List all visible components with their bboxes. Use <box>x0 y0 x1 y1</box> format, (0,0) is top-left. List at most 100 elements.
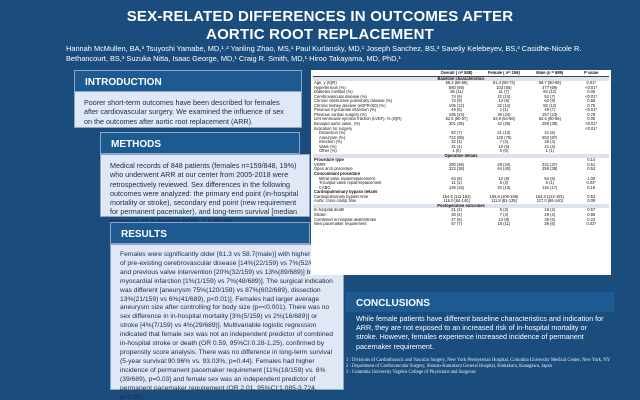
introduction-body: Poorer short-term outcomes have been des… <box>74 92 302 128</box>
table-cell-female: 1 (1) <box>499 108 509 113</box>
table-cell-overall: 11 (1) <box>451 181 462 186</box>
table-cell-female: 11 (7) <box>498 90 510 95</box>
table-cell-female: 20 (13) <box>497 185 511 190</box>
table-section-label: Operative details <box>313 153 609 159</box>
table-row-label: Cardiopulmonary bypass details <box>314 190 378 195</box>
table-cell-male: 21 (3) <box>544 144 556 149</box>
table-row: Cerebrovascular disease (%) 74 (9) 22 (14)… <box>313 95 609 100</box>
table-cell-pvalue: 0.01* <box>586 81 596 86</box>
reference-item: 2 : Department of Cardiovascular Surgery… <box>346 364 552 369</box>
table-row: VSRR 280 (36) 49 (34) 231 (37) 0.51 <box>313 163 609 168</box>
table-cell-overall: 47 (6) <box>451 217 462 222</box>
table-header-row: Overall ( n= 848) Female ( n= 159) Male … <box>313 71 609 77</box>
table-row: Cardiopulmonary bypass time 154.5 [111-18… <box>313 195 609 200</box>
table-cell-male: 41 (6) <box>544 131 556 136</box>
table-cell-female: 61.3 [50-73] <box>492 81 515 86</box>
table-section-label: Postoperative outcomes <box>313 203 609 209</box>
table-cell-male: 83 (12) <box>543 103 557 108</box>
title-line-2: AORTIC ROOT REPLACEMENT <box>206 26 434 43</box>
table-cell-male: 116 (17) <box>542 185 558 190</box>
table-row: Chronic kidney disease (eGFR<60) (%) 105 … <box>313 104 609 109</box>
table-cell-pvalue: <0.01* <box>585 122 598 127</box>
table-cell-overall: 74 (9) <box>451 99 462 104</box>
table-cell-male: 259 (38) <box>542 167 558 172</box>
table-section-label: Baseline characteristics <box>313 76 609 82</box>
table-cell-overall: 64 (8) <box>451 176 462 181</box>
table-row-label: Concomitant procedure <box>314 172 361 177</box>
table-row-label: Open arch procedure <box>314 167 353 172</box>
table-body: Baseline characteristics Age, y (IQR) 59.2… <box>313 76 609 227</box>
table-cell-male: 477 (69) <box>542 85 558 90</box>
table-row-label: In-hospital death <box>314 208 345 213</box>
table-cell-male: 16 (2) <box>544 208 556 213</box>
table-row: Age, y (IQR) 59.2 [50-68] 61.3 [50-73] 58.7… <box>313 81 609 86</box>
table-row: Cardiopulmonary bypass details <box>313 190 609 195</box>
table-cell-pvalue: <0.01* <box>585 126 598 131</box>
table-row-label: Indication for surgery <box>314 126 353 131</box>
table-row: Indication for surgery <0.01* <box>313 127 609 132</box>
table-row: Concomitant procedure <box>313 172 609 177</box>
table-row-label: Hypertension (%) <box>314 85 346 90</box>
table-row-label: Cardiopulmonary bypass time <box>314 194 369 199</box>
table-cell-pvalue: 0.53 <box>587 167 596 172</box>
methods-body: Medical records of 848 patients (females… <box>100 154 310 226</box>
table-cell-male: 52 (8) <box>544 176 556 181</box>
table-cell-pvalue: 0.19 <box>587 185 596 190</box>
table-cell-overall: 95 (11) <box>450 90 463 95</box>
table-row-label: Other (%) <box>319 149 337 154</box>
table-row: New pacemaker requirement 57 (7) 18 (11) 39… <box>313 222 609 227</box>
table-cell-pvalue: 0.51 <box>587 162 596 167</box>
table-row: Tricuspid valve repair/replacement 11 (1)… <box>313 181 609 186</box>
characteristics-table: Overall ( n= 848) Female ( n= 159) Male … <box>311 70 611 275</box>
table-cell-male: 602 (87) <box>542 135 558 140</box>
table-row: Left ventricular ejection fraction (LVEF… <box>313 117 609 122</box>
table-row: Infection (%) 32 (4) 7 (4) 25 (4) <box>313 140 609 145</box>
table-cell-overall: 62 (7) <box>451 131 462 136</box>
table-row: Other (%) 1 (0) 0 (0) 1 (1) <box>313 149 609 154</box>
table-cell-overall: 49 (6) <box>451 108 462 113</box>
table-cell-pvalue: 0.14 <box>587 158 596 163</box>
table-cell-male: 231 (37) <box>542 162 558 167</box>
table-cell-pvalue: 0.06 <box>587 90 596 95</box>
table-cell-pvalue: 0.22 <box>587 217 596 222</box>
table-row-label: Age, y (IQR) <box>314 81 337 86</box>
table-cell-male: 1 (1) <box>545 149 554 154</box>
table-cell-male: 35 (5) <box>544 217 556 222</box>
table-cell-pvalue: 0.56 <box>587 99 596 104</box>
table-cell-female: 10 (6) <box>498 144 510 149</box>
table-cell-overall: 52.6 [50-57] <box>445 117 468 122</box>
table-row-label: Infection (%) <box>319 140 342 145</box>
table-cell-pvalue: 0.78 <box>587 112 596 117</box>
table-row-label: Bicuspid aortic valve, (%) <box>314 122 360 127</box>
table-row: Aneurysm (%) 722 (85) 120 (75) 602 (87) <box>313 136 609 141</box>
table-cell-pvalue: 1.00 <box>587 176 596 181</box>
table-row: Chronic obstructive pulmonary disease (%… <box>313 99 609 104</box>
table-cell-pvalue: 0.86 <box>587 212 596 217</box>
table-cell-pvalue: <0.01* <box>585 108 598 113</box>
table-cell-female: 49 (34) <box>497 162 511 167</box>
table-cell-overall: 301 (35) <box>448 122 465 127</box>
table-cell-female: 5 (3) <box>499 208 509 213</box>
table-cell-female: 120 (75) <box>496 135 512 140</box>
table-row-label: New pacemaker requirement <box>314 222 367 227</box>
table-cell-female: 12 (8) <box>498 176 510 181</box>
table-cell-overall: 722 (85) <box>448 135 465 140</box>
author-list: Hannah McMullen, BA,³ Tsuyoshi Yamabe, M… <box>66 44 582 63</box>
table-cell-pvalue: 0.05 <box>587 117 596 122</box>
table-row: Dissection (%) 62 (7) 21 (13) 41 (6) <box>313 131 609 136</box>
reference-item: 3 : Columbia University Vagelos College … <box>346 370 476 375</box>
table-cell-pvalue: 0.03* <box>586 222 596 227</box>
table-cell-pvalue: 0.53 <box>587 194 596 199</box>
table-cell-overall: 116.0 [84-140] <box>443 199 470 204</box>
table-cell-overall: 57 (7) <box>451 222 462 227</box>
table-cell-female: 103 (65) <box>496 85 512 90</box>
table-cell-male: 62 (9) <box>544 99 556 104</box>
table-header-cell: Male (n = 689) <box>526 71 574 77</box>
methods-heading: METHODS <box>100 132 300 154</box>
table-cell-female: 111.9 [81-135] <box>491 199 517 204</box>
table-row: Previous cardiac surgery (%) 195 (23) 38 (… <box>313 113 609 118</box>
table-row-label: Aneurysm (%) <box>319 135 345 140</box>
table-row: Stroke 36 (4) 7 (4) 29 (4) 0.86 <box>313 213 609 218</box>
table-cell-male: 6 (1) <box>545 181 554 186</box>
table-cell-pvalue: 0.04* <box>586 181 596 186</box>
